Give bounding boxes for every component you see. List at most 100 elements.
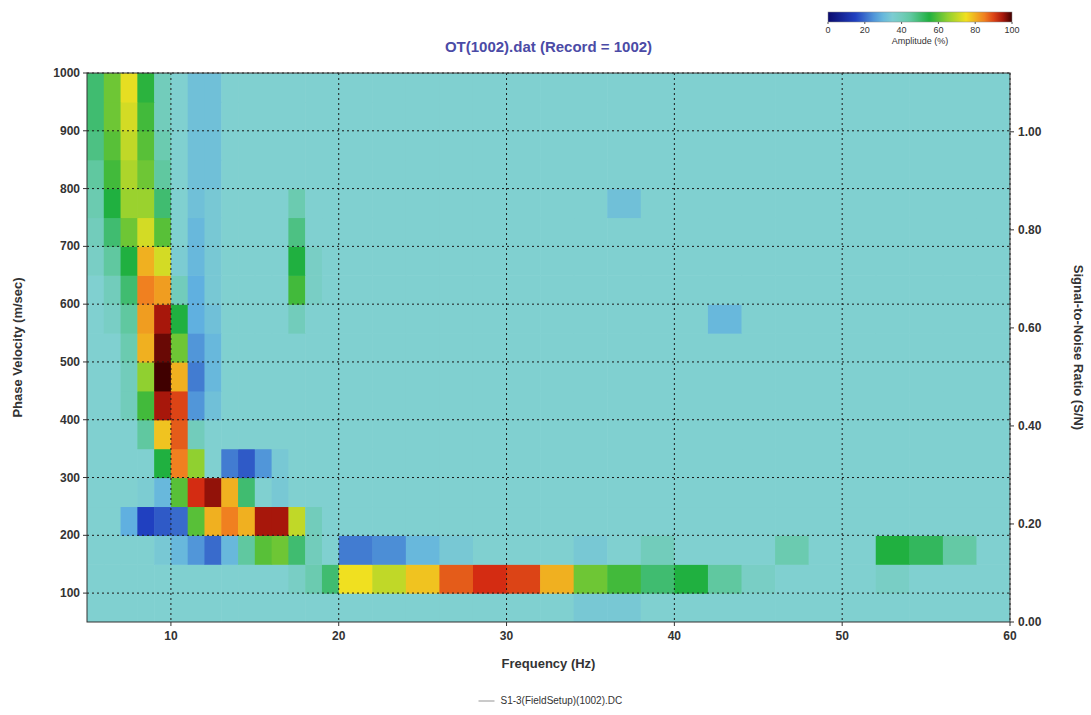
cell [943, 478, 977, 507]
y-tick-label: 500 [60, 355, 80, 369]
cell [976, 131, 1010, 160]
cell [607, 246, 641, 275]
cell [540, 333, 574, 362]
cell [473, 506, 507, 535]
y2-tick-label: 0.40 [1018, 419, 1042, 433]
cell [607, 304, 641, 333]
cell [171, 391, 188, 420]
cell [372, 73, 406, 102]
cell [976, 333, 1010, 362]
cell [473, 73, 507, 102]
cell [204, 333, 221, 362]
cell [272, 246, 289, 275]
cell [976, 391, 1010, 420]
cell [876, 564, 910, 593]
cell [272, 304, 289, 333]
cell [272, 189, 289, 218]
cell [842, 593, 876, 622]
cell [137, 449, 154, 478]
cell [255, 217, 272, 246]
cell [121, 189, 138, 218]
cell [288, 246, 305, 275]
grid-line [87, 304, 1010, 305]
cell [574, 506, 608, 535]
tick [83, 593, 87, 594]
cell [204, 102, 221, 131]
cell [238, 217, 255, 246]
cell [540, 217, 574, 246]
cell [809, 506, 843, 535]
cell [305, 420, 322, 449]
cell [188, 304, 205, 333]
cell [674, 362, 708, 391]
cell [372, 189, 406, 218]
cell [171, 131, 188, 160]
cell [171, 160, 188, 189]
cell [238, 362, 255, 391]
cell [272, 131, 289, 160]
cell [943, 333, 977, 362]
cell [439, 73, 473, 102]
cell [104, 189, 121, 218]
cell [171, 564, 188, 593]
cell [943, 535, 977, 564]
cell [137, 535, 154, 564]
cell [406, 73, 440, 102]
cell [305, 593, 322, 622]
cell [288, 391, 305, 420]
cell [641, 304, 675, 333]
cell [607, 478, 641, 507]
cell [137, 160, 154, 189]
cell [372, 449, 406, 478]
cell [137, 391, 154, 420]
cell [507, 362, 541, 391]
y2-tick-label: 0.20 [1018, 517, 1042, 531]
cell [674, 535, 708, 564]
color-bar-tick [901, 22, 902, 24]
cell [272, 217, 289, 246]
cell [255, 391, 272, 420]
cell [809, 246, 843, 275]
x-tick-label: 10 [164, 629, 178, 643]
cell [775, 246, 809, 275]
cell [406, 131, 440, 160]
cell [641, 564, 675, 593]
cell [238, 535, 255, 564]
cell [305, 564, 322, 593]
cell [221, 160, 238, 189]
cell [188, 333, 205, 362]
cell [842, 160, 876, 189]
cell [372, 506, 406, 535]
cell [322, 362, 339, 391]
cell [708, 304, 742, 333]
cell [909, 478, 943, 507]
color-bar-tick-label: 20 [860, 25, 870, 35]
cell [406, 478, 440, 507]
color-bar-title: Amplitude (%) [892, 36, 949, 46]
cell [909, 333, 943, 362]
cell [305, 217, 322, 246]
tick [83, 535, 87, 536]
cell [641, 73, 675, 102]
cell [641, 593, 675, 622]
cell [171, 304, 188, 333]
cell [574, 449, 608, 478]
cell [674, 131, 708, 160]
cell [574, 73, 608, 102]
cell [876, 189, 910, 218]
cell [574, 304, 608, 333]
cell [288, 304, 305, 333]
cell [507, 478, 541, 507]
cell [775, 275, 809, 304]
cell [741, 189, 775, 218]
cell [137, 304, 154, 333]
cell [909, 449, 943, 478]
cell [305, 304, 322, 333]
cell [221, 217, 238, 246]
cell [809, 160, 843, 189]
y2-tick-label: 1.00 [1018, 125, 1042, 139]
cell [741, 73, 775, 102]
title: OT(1002).dat (Record = 1002) [445, 38, 652, 55]
grid-line [674, 73, 675, 622]
cell [288, 189, 305, 218]
